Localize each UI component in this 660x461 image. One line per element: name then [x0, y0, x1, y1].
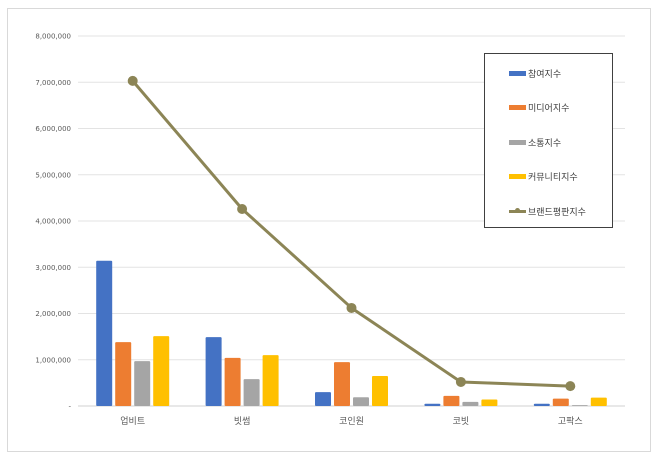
legend-item-community: 커뮤니티지수: [509, 169, 578, 183]
x-tick-label: 코인원: [339, 416, 364, 427]
bar: [153, 336, 170, 406]
bar: [205, 337, 222, 406]
x-axis-ticks: 업비트 빗썸 코인원 코빗 고팍스: [120, 416, 582, 427]
y-tick-label: 6,000,000: [35, 125, 71, 133]
bar: [372, 375, 388, 406]
bar: [115, 342, 132, 406]
y-tick-label: 5,000,000: [35, 171, 71, 179]
x-tick-label: 고팍스: [558, 416, 583, 427]
legend-label: 커뮤니티지수: [528, 172, 578, 183]
x-tick-label: 업비트: [120, 416, 145, 427]
legend-label: 참여지수: [528, 69, 562, 80]
line-marker: [455, 376, 466, 387]
line-marker: [237, 203, 248, 214]
legend-item-participation: 참여지수: [509, 66, 561, 80]
legend: 참여지수 미디어지수 소통지수 커뮤니티지수 브랜드평판지수: [484, 53, 613, 228]
bar: [552, 398, 569, 406]
bar: [571, 405, 588, 406]
bar: [353, 397, 369, 406]
bar: [96, 260, 113, 406]
bar: [443, 395, 460, 406]
line-marker: [346, 302, 357, 313]
y-tick-label: 3,000,000: [35, 264, 71, 272]
bar: [243, 379, 260, 406]
bar: [462, 401, 479, 406]
y-tick-label: 7,000,000: [35, 79, 71, 87]
bar: [590, 397, 607, 406]
legend-swatch-icon: [509, 104, 526, 110]
bar: [134, 361, 151, 406]
line-series: [127, 75, 576, 392]
legend-swatch-icon: [509, 139, 526, 145]
y-axis-ticks: - 1,000,000 2,000,000 3,000,000 4,000,000 5,0…: [35, 33, 71, 411]
y-tick-label: 1,000,000: [35, 356, 71, 364]
y-tick-label: 2,000,000: [35, 310, 71, 318]
bar: [315, 392, 331, 406]
y-tick-label: -: [68, 403, 71, 411]
legend-line-marker-icon: [509, 208, 526, 213]
legend-swatch-icon: [509, 173, 526, 179]
legend-label: 브랜드평판지수: [528, 207, 586, 218]
legend-item-communication: 소통지수: [509, 135, 561, 149]
bar: [481, 399, 498, 406]
x-tick-label: 빗썸: [234, 416, 251, 427]
legend-item-brand-reputation: 브랜드평판지수: [509, 204, 586, 218]
legend-item-media: 미디어지수: [509, 100, 569, 114]
x-tick-label: 코빗: [453, 416, 470, 427]
bar: [224, 357, 241, 406]
y-tick-label: 4,000,000: [35, 218, 71, 226]
line-marker: [127, 75, 138, 86]
bar: [424, 403, 441, 406]
bar: [334, 362, 350, 406]
bar: [533, 403, 550, 406]
legend-label: 미디어지수: [528, 103, 570, 114]
legend-label: 소통지수: [528, 138, 562, 149]
bar-series: [96, 260, 607, 406]
legend-swatch-icon: [509, 70, 526, 76]
line-marker: [565, 381, 576, 392]
bar: [262, 355, 279, 406]
y-tick-label: 8,000,000: [35, 33, 71, 41]
